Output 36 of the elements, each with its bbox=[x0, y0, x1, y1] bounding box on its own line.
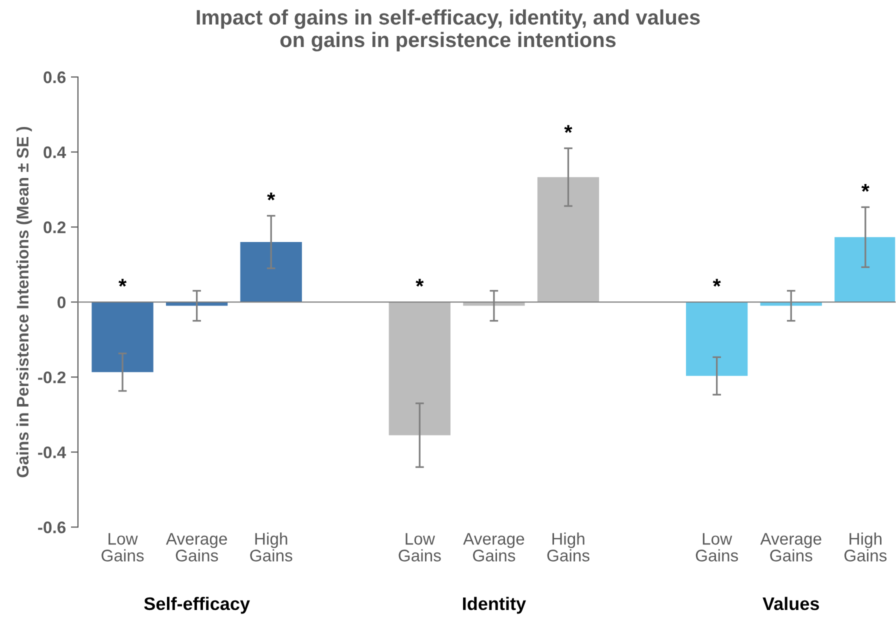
y-tick-label: -0.6 bbox=[38, 521, 66, 534]
data-label: * bbox=[564, 125, 572, 133]
x-tick-label: High Gains bbox=[250, 532, 292, 562]
text: Values bbox=[762, 596, 819, 610]
y-tick-label: 0.2 bbox=[44, 221, 66, 234]
bar bbox=[388, 302, 450, 436]
bar bbox=[686, 302, 748, 376]
x-tick-label: Average Gains bbox=[760, 533, 822, 562]
x-tick-label: Average Gains bbox=[463, 533, 524, 562]
bar bbox=[834, 237, 896, 302]
data-label: * bbox=[118, 278, 127, 287]
bar bbox=[463, 302, 525, 306]
chart-title: Impact of gains in self-efficacy, identity, and values on gains in persistence intentions bbox=[196, 9, 700, 52]
bar bbox=[537, 177, 600, 302]
text: Self-efficacy bbox=[144, 596, 250, 614]
y-tick-label: 0.6 bbox=[44, 71, 66, 84]
data-label: * bbox=[861, 184, 870, 192]
bar bbox=[166, 302, 228, 306]
x-tick-label: Average Gains bbox=[166, 533, 227, 562]
data-label: * bbox=[712, 278, 721, 287]
y-tick-label: 0.4 bbox=[44, 146, 66, 158]
data-label: * bbox=[416, 278, 424, 287]
y-tick-label: -0.4 bbox=[38, 446, 66, 458]
x-tick-label: Low Gains bbox=[398, 533, 441, 562]
bar bbox=[240, 242, 302, 302]
x-tick-label: High Gains bbox=[547, 532, 590, 562]
y-tick-label: -0.2 bbox=[38, 371, 66, 384]
data-label: * bbox=[267, 192, 276, 200]
x-tick-label: Low Gains bbox=[696, 533, 738, 562]
x-tick-label: High Gains bbox=[844, 532, 887, 562]
y-axis-title: Gains in Persistence Intentions (Mean ± SE ) bbox=[16, 126, 32, 478]
bar bbox=[92, 302, 154, 372]
y-tick-label: 0 bbox=[58, 296, 66, 308]
bar bbox=[760, 302, 822, 306]
x-tick-label: Low Gains bbox=[102, 533, 144, 562]
text: Identity bbox=[463, 596, 526, 614]
